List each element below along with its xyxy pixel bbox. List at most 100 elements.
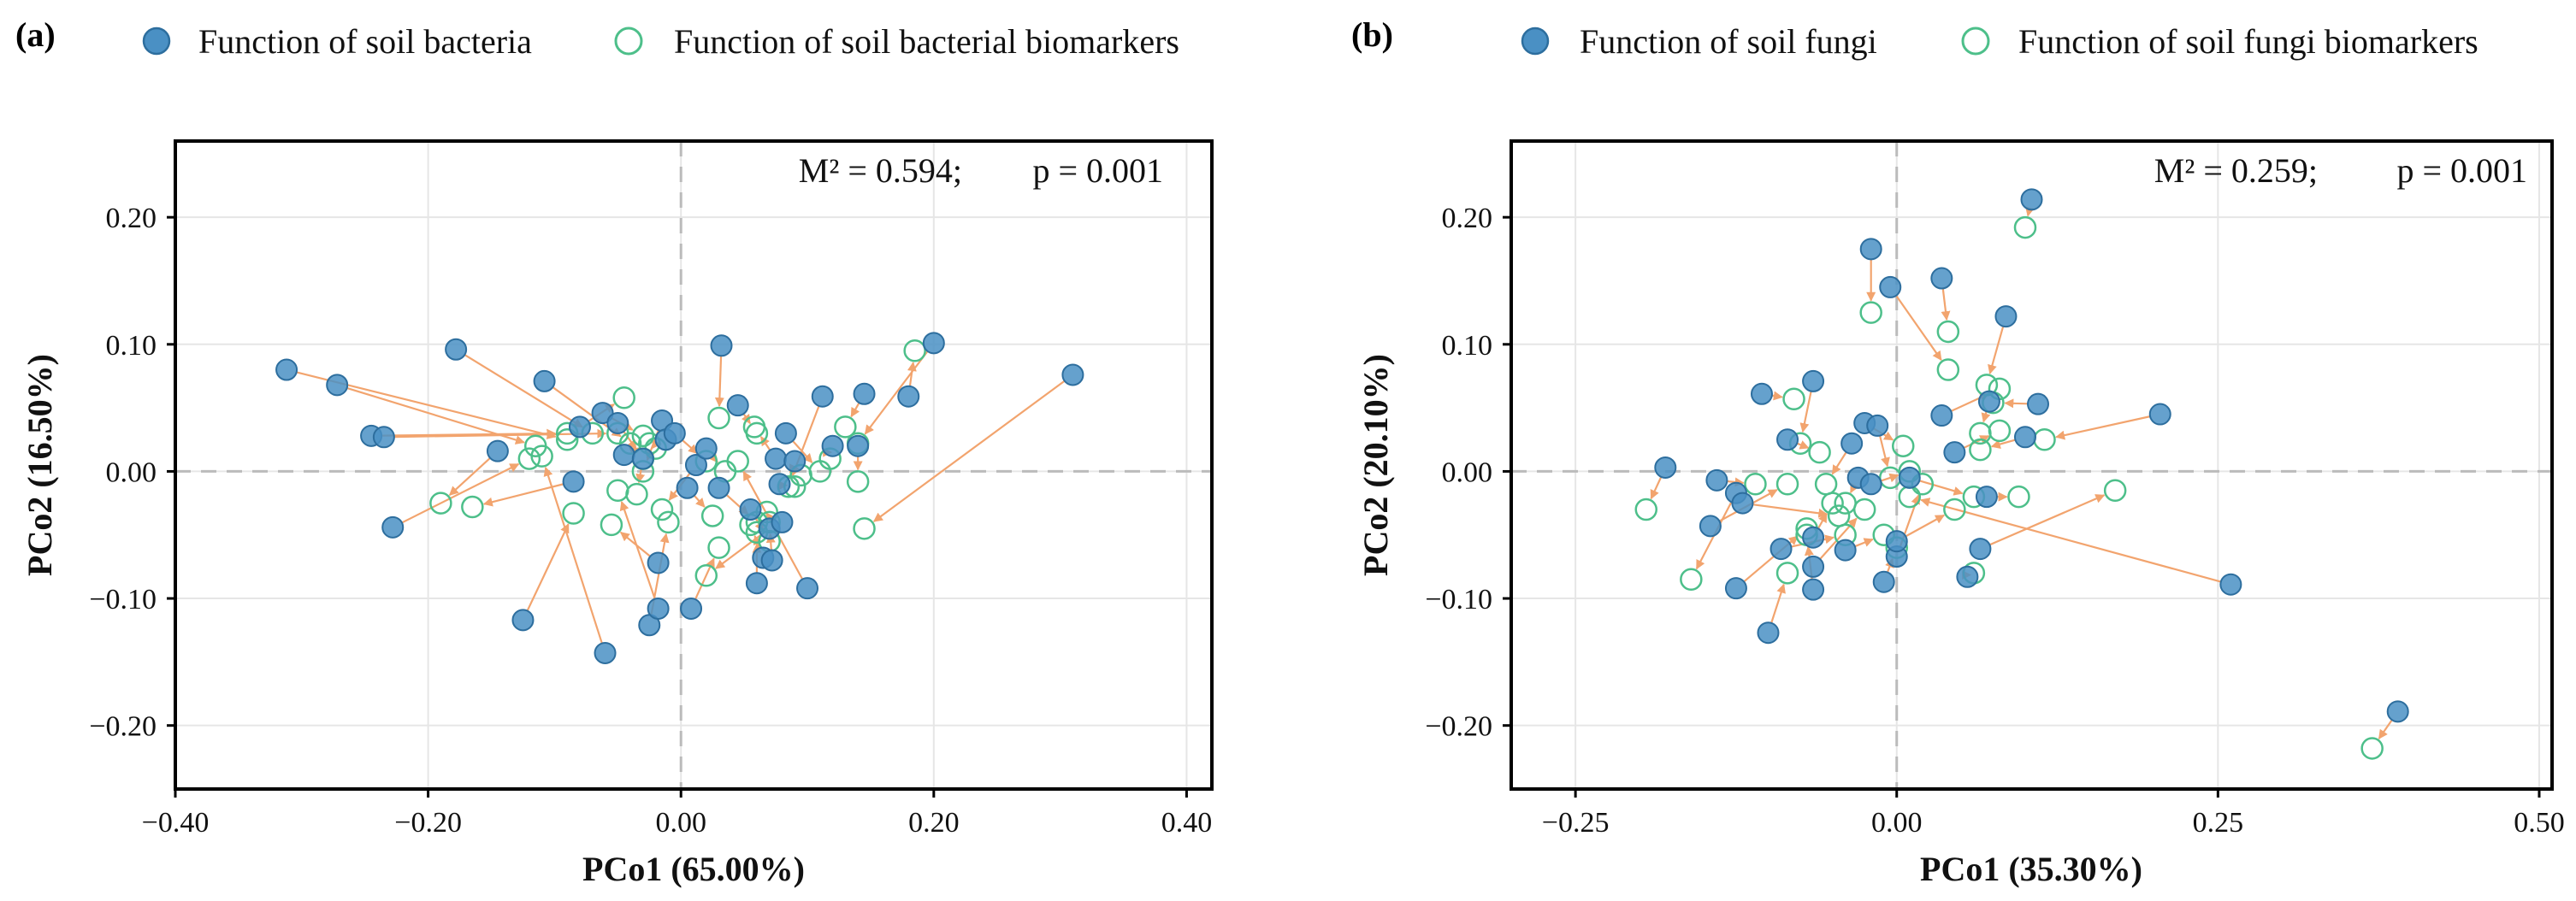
plot-b-arrow-33 (1918, 480, 1964, 496)
plot-b-biomarker-point-18 (1775, 473, 1799, 496)
panel-b-stat-p: p = 0.001 (2396, 151, 2527, 190)
plot-b-sample-point-6 (1802, 369, 1825, 392)
plot-a-sample-point-38 (783, 450, 806, 473)
plot-b-biomarker-point-28 (1834, 492, 1857, 515)
plot-b-biomarker-point-16 (1744, 473, 1767, 496)
plot-b-biomarker-point-0 (2013, 215, 2037, 239)
plot-b-sample-point-33 (1898, 466, 1921, 489)
plot-b-arrow-6 (1799, 391, 1812, 433)
plot-a-ytick-label-4: 0.20 (106, 203, 157, 234)
plot-a-biomarker-point-4 (517, 447, 541, 470)
plot-a-xtick-label-2: 0.00 (655, 807, 706, 839)
plot-b-biomarker-point-17 (1680, 568, 1703, 592)
plot-b-arrow-15 (1650, 476, 1663, 500)
plot-a-sample-point-8 (511, 609, 535, 632)
panel-b-xlabel: PCo1 (35.30%) (1920, 850, 2142, 888)
plot-b-arrow-36 (1988, 494, 2106, 546)
plot-a-biomarker-point-26 (707, 406, 730, 430)
plot-a-sample-point-23 (680, 597, 703, 620)
plot-b-sample-point-22 (1770, 538, 1793, 561)
plot-a-sample-points (275, 332, 1084, 664)
plot-b-biomarker-point-9 (2033, 428, 2056, 451)
plot-b-arrow-4 (1988, 326, 2005, 374)
plot-a-arrow-22 (693, 494, 706, 508)
plot-a-sample-point-17 (647, 597, 670, 620)
plot-a-sample-point-3 (372, 426, 395, 449)
plot-a-sample-point-29 (739, 498, 762, 521)
plot-a-arrow-10 (482, 483, 564, 507)
plot-b-biomarker-point-2 (1936, 320, 1960, 344)
plot-a-arrow-9 (543, 466, 603, 644)
plot-a-sample-point-26 (710, 334, 733, 357)
plot-b-sample-point-25 (1802, 555, 1825, 578)
plot-a-biomarker-point-43 (834, 415, 857, 439)
plot-a-arrow-6 (448, 456, 491, 496)
plot-a-biomarker-point-34 (742, 415, 766, 439)
plot-a-arrow-3 (393, 428, 607, 439)
plot-b-biomarker-point-21 (1775, 562, 1799, 585)
plot-b-arrow-32 (1905, 514, 1946, 538)
legend-sample-label-b: Function of soil fungi (1580, 22, 1877, 61)
plot-b-biomarker-point-36 (2103, 479, 2127, 502)
plot-a-biomarker-point-12 (631, 424, 655, 448)
plot-a-sample-point-14 (612, 444, 635, 467)
plot-b-sample-point-14 (1866, 414, 1889, 437)
legend-sample-marker-b (1521, 26, 1550, 56)
legend-biomarker-marker-a (614, 26, 643, 56)
plot-b-ytick-label-2: 0.00 (1442, 456, 1493, 488)
plot-b-sample-point-20 (1724, 577, 1747, 600)
plot-a-arrow-45 (864, 350, 929, 435)
plot-b-arrow-10 (1990, 439, 2016, 449)
panel-a: (a) Function of soil bacteria Function o… (15, 15, 1214, 888)
plot-b-ytick-label-3: 0.10 (1442, 330, 1493, 362)
plot-a-ytick-label-2: 0.00 (106, 456, 157, 488)
plot-b-sample-point-39 (2386, 700, 2409, 723)
plot-b-sample-point-32 (1885, 530, 1908, 553)
plot-b-arrow-8 (2004, 398, 2029, 409)
plot-a-sample-point-27 (707, 476, 730, 499)
plot-b-arrow-38 (1920, 498, 2222, 583)
plot-a-sample-point-1 (326, 374, 349, 397)
plot-b-biomarker-point-12 (1808, 440, 1831, 464)
plot-a-sample-point-45 (922, 332, 945, 355)
plot-b-xtick-label-3: 0.50 (2514, 807, 2565, 839)
plot-a-sample-point-42 (847, 434, 870, 457)
plot-b-biomarker-point-32 (1943, 498, 1966, 521)
plot-a-ytick-label-1: −0.10 (89, 584, 157, 615)
panel-b-label: (b) (1351, 15, 1393, 54)
plot-a-tick-labels: −0.40 −0.20 0.00 0.20 0.40 −0.20 −0.10 0.00 0.10… (89, 203, 1212, 839)
plot-b-sample-point-11 (1977, 390, 2000, 413)
plot-b-sample-point-26 (1834, 539, 1857, 562)
plot-b-arrow-27 (1831, 451, 1847, 475)
legend-sample-label-a: Function of soil bacteria (198, 22, 532, 61)
plot-a-biomarker-point-11 (612, 386, 635, 409)
panel-b-ylabel: PCo2 (20.10%) (1356, 354, 1395, 576)
plot-a-sample-point-15 (631, 447, 654, 470)
plot-b-arrow-24 (1817, 512, 1828, 529)
plot-b-sample-point-3 (1879, 275, 1902, 298)
plot-a-sample-point-37 (774, 421, 797, 445)
plot-b-sample-points (1654, 188, 2409, 723)
plot-a-sample-point-46 (1061, 363, 1084, 386)
plot-a-arrow-4 (401, 462, 520, 524)
plot-a-biomarker-point-6 (429, 492, 452, 515)
plot-a-biomarker-point-32 (694, 564, 718, 587)
plot-b-arrow-28 (1849, 482, 1859, 494)
panel-a-ylabel: PCo2 (16.50%) (21, 354, 59, 576)
plot-a-biomarker-point-10 (461, 495, 484, 519)
plot-b-zero-lines (1511, 141, 2552, 789)
plot-a-biomarker-point-9 (530, 445, 553, 468)
plot-a-biomarker-point-44 (903, 339, 926, 362)
plot-a-arrow-8 (526, 523, 570, 611)
plot-b-tick-labels: −0.25 0.00 0.25 0.50 −0.20 −0.10 0.00 0.10 0.20 (1425, 203, 2564, 839)
plot-b-arrow-12 (1796, 440, 1810, 450)
plot-b-biomarker-point-39 (2360, 737, 2384, 760)
plot-b-sample-point-8 (2027, 392, 2050, 415)
plot-a-biomarker-point-23 (707, 536, 730, 559)
plot-b-arrow-39 (2378, 719, 2393, 739)
plot-b-sample-point-12 (1776, 428, 1799, 451)
plot-a-arrow-26 (714, 356, 724, 408)
plot-a-arrow-21 (682, 439, 699, 455)
plot-a-sample-point-35 (768, 473, 791, 496)
plot-b-sample-point-15 (1654, 456, 1677, 479)
